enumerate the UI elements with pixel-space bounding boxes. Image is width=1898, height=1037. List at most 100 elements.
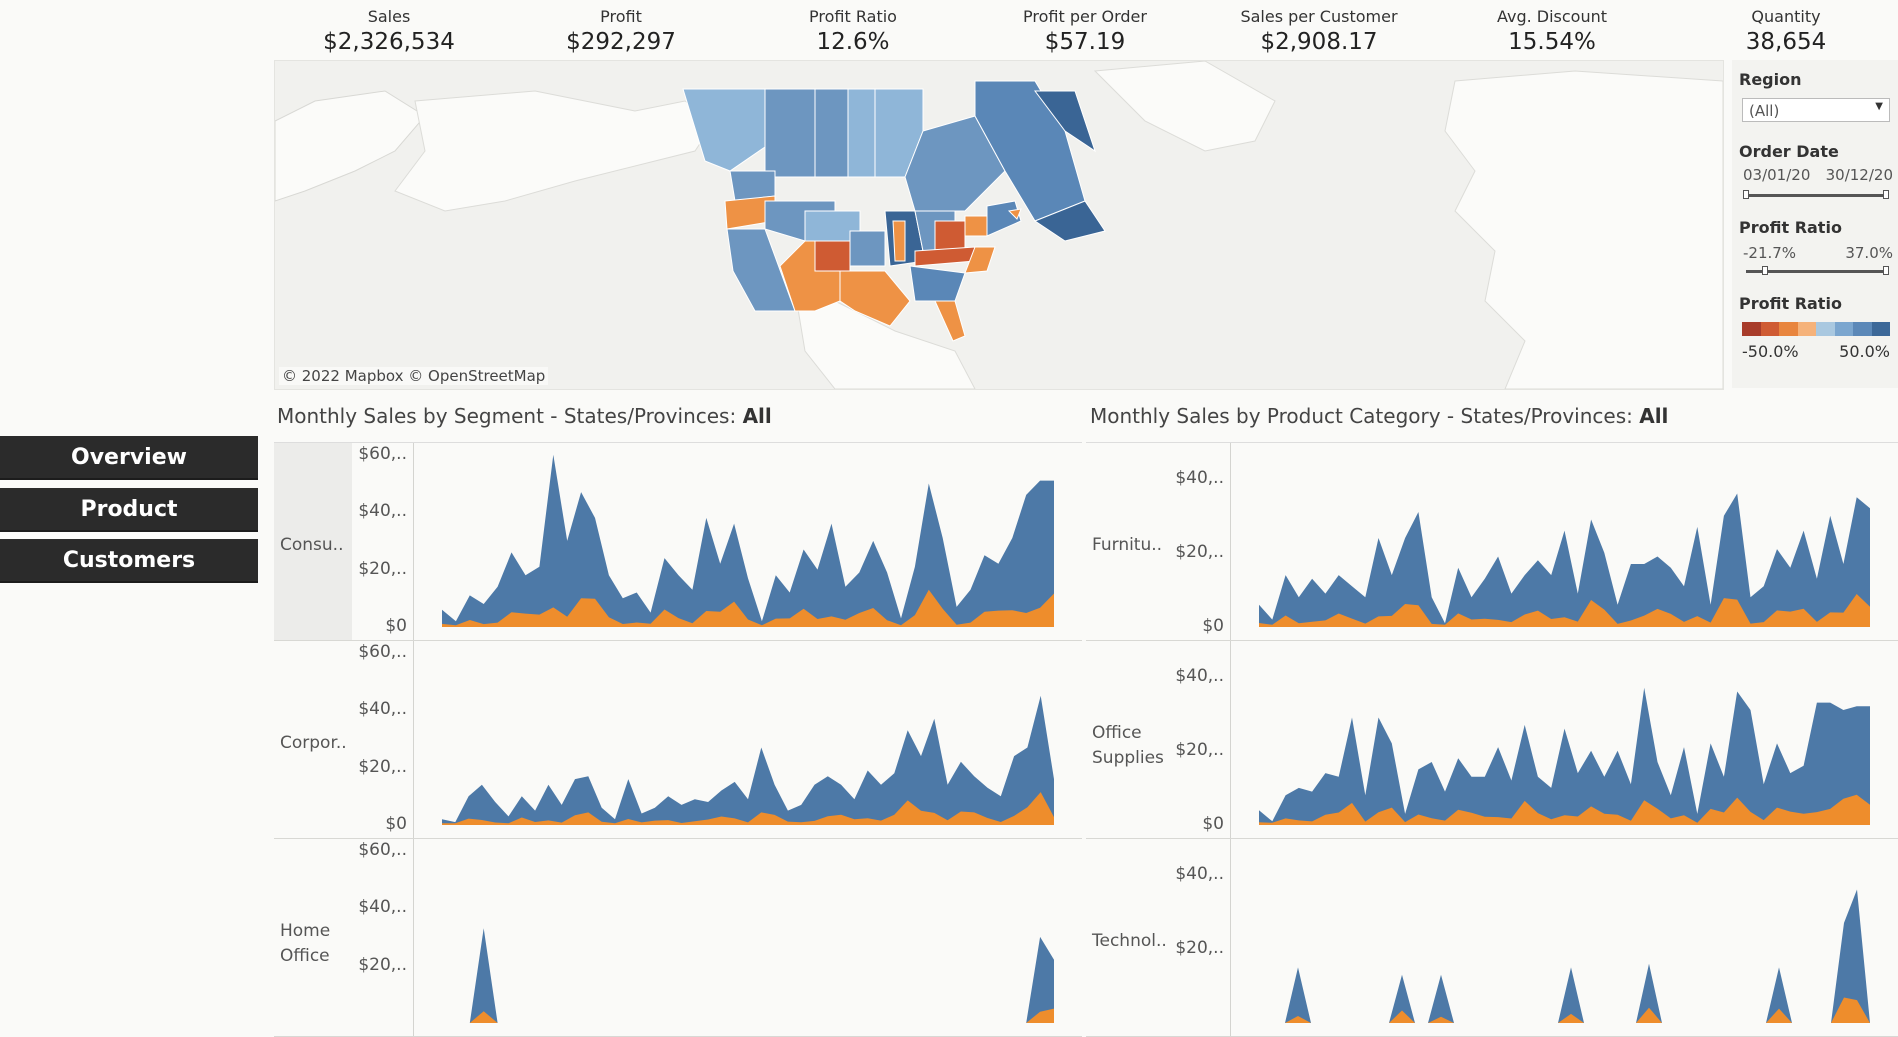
category-chart-facet-0[interactable]: Furnitu.. $40,.. $20,.. $0 xyxy=(1086,443,1898,641)
legend-swatch-7 xyxy=(1871,322,1890,336)
region-alberta[interactable] xyxy=(764,88,816,178)
region-north-carolina[interactable] xyxy=(964,246,996,274)
y-tick-label: $40,.. xyxy=(1175,467,1224,488)
facet-label[interactable]: Home Office xyxy=(280,921,331,966)
profit-ratio-slider-start-handle[interactable] xyxy=(1762,266,1768,275)
y-axis-line xyxy=(413,443,414,640)
legend-swatch-3 xyxy=(1797,322,1816,336)
region-ohio[interactable] xyxy=(934,220,966,252)
profit-ratio-color-legend xyxy=(1742,322,1890,336)
order-date-slider-end-handle[interactable] xyxy=(1883,190,1889,199)
kpi-avg-discount: Avg. Discount 15.54% xyxy=(1437,6,1667,56)
map-attribution[interactable]: © 2022 Mapbox © OpenStreetMap xyxy=(279,367,549,385)
legend-swatch-2 xyxy=(1779,322,1798,336)
facet-label[interactable]: Office Supplies xyxy=(1092,723,1164,768)
region-northeast[interactable] xyxy=(986,200,1022,237)
sales-area[interactable] xyxy=(442,454,1054,627)
legend-max-label: 50.0% xyxy=(1839,342,1890,361)
sales-area[interactable] xyxy=(1259,493,1870,628)
legend-swatch-6 xyxy=(1853,322,1872,336)
category-chart-title-prefix: Monthly Sales by Product Category - Stat… xyxy=(1090,404,1633,428)
kpi-label: Profit Ratio xyxy=(809,7,897,26)
map-canvas[interactable] xyxy=(275,61,1723,389)
profit-area[interactable] xyxy=(1259,594,1870,627)
legend-swatch-5 xyxy=(1834,322,1853,336)
category-chart-title-filter: All xyxy=(1639,404,1669,428)
y-tick-label: $20,.. xyxy=(1175,541,1224,562)
area-plot[interactable] xyxy=(414,839,1082,1037)
region-california[interactable] xyxy=(726,228,796,312)
area-plot[interactable] xyxy=(1231,443,1898,641)
sales-area[interactable] xyxy=(1259,889,1870,1024)
region-southeast[interactable] xyxy=(909,265,966,302)
region-illinois[interactable] xyxy=(892,220,906,262)
order-date-slider[interactable] xyxy=(1743,190,1889,199)
facet-label-highlight xyxy=(274,443,352,640)
segment-chart-title-filter: All xyxy=(742,404,772,428)
region-nwt[interactable] xyxy=(847,88,876,178)
profit-area[interactable] xyxy=(442,792,1054,825)
region-dropdown[interactable]: (All) ▼ xyxy=(1742,98,1890,122)
nav-overview-button[interactable]: Overview xyxy=(0,436,258,480)
region-maritimes[interactable] xyxy=(1033,200,1106,242)
legend-swatch-4 xyxy=(1816,322,1835,336)
facet-label[interactable]: Corpor.. xyxy=(280,733,347,753)
sales-area[interactable] xyxy=(1259,687,1870,825)
order-date-start: 03/01/20 xyxy=(1743,166,1811,184)
chevron-down-icon: ▼ xyxy=(1875,101,1883,112)
region-colorado[interactable] xyxy=(814,240,851,272)
region-saskatchewan[interactable] xyxy=(814,88,849,178)
profit-area[interactable] xyxy=(442,589,1054,627)
kpi-value: $2,326,534 xyxy=(323,29,455,55)
facet-label[interactable]: Consu.. xyxy=(280,535,344,555)
profit-ratio-legend-title: Profit Ratio xyxy=(1739,294,1842,313)
area-plot[interactable] xyxy=(414,641,1082,839)
segment-chart-facet-0[interactable]: Consu.. $60,.. $40,.. $20,.. $0 xyxy=(274,443,1082,641)
kpi-quantity: Quantity 38,654 xyxy=(1671,6,1898,56)
landmass-alaska xyxy=(394,90,716,212)
legend-min-label: -50.0% xyxy=(1742,342,1799,361)
nav-product-button[interactable]: Product xyxy=(0,488,258,532)
kpi-value: 12.6% xyxy=(816,29,890,55)
region-pennsylvania[interactable] xyxy=(964,215,988,237)
y-tick-label: $0 xyxy=(1202,814,1224,834)
area-plot[interactable] xyxy=(414,443,1082,641)
legend-swatch-1 xyxy=(1760,322,1779,336)
facet-label[interactable]: Furnitu.. xyxy=(1092,535,1163,555)
region-dropdown-value: (All) xyxy=(1749,102,1780,120)
nav-customers-button[interactable]: Customers xyxy=(0,539,258,583)
facet-label[interactable]: Technol.. xyxy=(1092,931,1167,951)
area-plot[interactable] xyxy=(1231,839,1898,1037)
y-tick-label: $20,.. xyxy=(1175,937,1224,958)
sales-area[interactable] xyxy=(442,695,1054,825)
category-chart-facet-1[interactable]: Office Supplies $40,.. $20,.. $0 xyxy=(1086,641,1898,839)
kpi-value: $57.19 xyxy=(1044,29,1126,55)
profit-ratio-slider[interactable] xyxy=(1746,266,1889,275)
profit-area[interactable] xyxy=(1259,794,1870,825)
region-florida[interactable] xyxy=(934,300,966,342)
profit-ratio-slider-end-handle[interactable] xyxy=(1883,266,1889,275)
y-tick-label: $20,.. xyxy=(358,558,407,579)
area-plot[interactable] xyxy=(1231,641,1898,839)
region-nova-scotia[interactable] xyxy=(1007,208,1022,220)
kpi-value: 15.54% xyxy=(1508,29,1596,55)
kpi-label: Quantity xyxy=(1751,7,1821,26)
region-filter-title: Region xyxy=(1739,70,1802,89)
y-tick-label: $60,.. xyxy=(358,443,407,464)
choropleth-map[interactable]: © 2022 Mapbox © OpenStreetMap xyxy=(274,60,1724,390)
category-chart-title: Monthly Sales by Product Category - Stat… xyxy=(1090,404,1668,428)
kpi-label: Avg. Discount xyxy=(1496,7,1608,26)
segment-chart-facet-2[interactable]: Home Office $60,.. $40,.. $20,.. xyxy=(274,839,1082,1037)
region-labrador[interactable] xyxy=(1034,90,1096,153)
y-tick-label: $20,.. xyxy=(358,954,407,975)
kpi-sales-per-customer: Sales per Customer $2,908.17 xyxy=(1204,6,1434,56)
order-date-slider-start-handle[interactable] xyxy=(1743,190,1749,199)
kpi-label: Profit per Order xyxy=(1023,7,1147,26)
region-bc[interactable] xyxy=(682,88,766,172)
segment-chart-facet-1[interactable]: Corpor.. $60,.. $40,.. $20,.. $0 xyxy=(274,641,1082,839)
region-plains[interactable] xyxy=(849,230,886,267)
profit-ratio-max: 37.0% xyxy=(1845,244,1893,262)
region-texas[interactable] xyxy=(839,270,911,327)
category-chart-facet-2[interactable]: Technol.. $40,.. $20,.. xyxy=(1086,839,1898,1037)
profit-area[interactable] xyxy=(442,1008,1054,1023)
